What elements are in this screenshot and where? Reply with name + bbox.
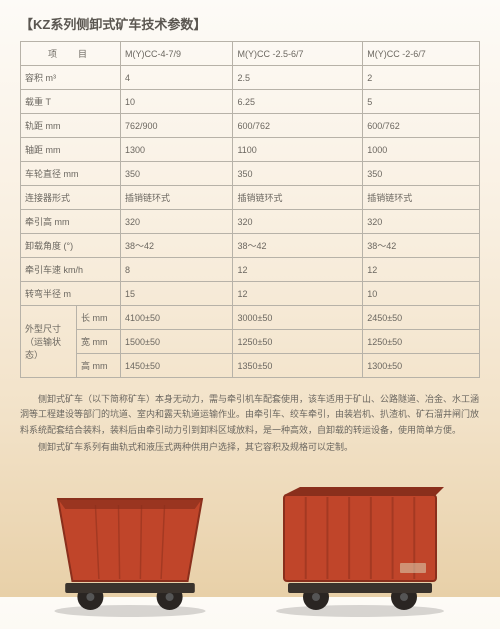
cell: 1450±50 <box>121 354 233 378</box>
cell: 插销链环式 <box>363 186 480 210</box>
cell: 38～42 <box>121 234 233 258</box>
cell: 600/762 <box>363 114 480 138</box>
row-label: 卸载角度 (°) <box>21 234 121 258</box>
header-model-1: M(Y)CC -2.5-6/7 <box>233 42 363 66</box>
cell: 350 <box>233 162 363 186</box>
cell: 15 <box>121 282 233 306</box>
row-label: 容积 m³ <box>21 66 121 90</box>
cell: 2450±50 <box>363 306 480 330</box>
cell: 4 <box>121 66 233 90</box>
row-label: 牵引高 mm <box>21 210 121 234</box>
cell: 插销链环式 <box>121 186 233 210</box>
cell: 320 <box>121 210 233 234</box>
cell: 12 <box>363 258 480 282</box>
section-title: 【KZ系列侧卸式矿车技术参数】 <box>20 14 480 33</box>
cell: 1250±50 <box>233 330 363 354</box>
cell: 10 <box>121 90 233 114</box>
cell: 3000±50 <box>233 306 363 330</box>
description-paragraph: 侧卸式矿车系列有曲轨式和液压式两种供用户选择，其它容积及规格可以定制。 <box>20 440 480 455</box>
row-label: 牵引车速 km/h <box>21 258 121 282</box>
cell: 12 <box>233 258 363 282</box>
spec-table: 项 目M(Y)CC-4-7/9M(Y)CC -2.5-6/7M(Y)CC -2-… <box>20 41 480 378</box>
row-label: 车轮直径 mm <box>21 162 121 186</box>
cell: 762/900 <box>121 114 233 138</box>
cell: 1500±50 <box>121 330 233 354</box>
header-model-0: M(Y)CC-4-7/9 <box>121 42 233 66</box>
dims-sub-label: 宽 mm <box>77 330 121 354</box>
description-paragraph: 侧卸式矿车（以下简称矿车）本身无动力，需与牵引机车配套使用，该车适用于矿山、公路… <box>20 392 480 438</box>
mining-cart-right <box>260 479 460 619</box>
cell: 1300 <box>121 138 233 162</box>
cell: 10 <box>363 282 480 306</box>
cell: 1300±50 <box>363 354 480 378</box>
row-label: 载重 T <box>21 90 121 114</box>
cell: 38～42 <box>233 234 363 258</box>
cell: 4100±50 <box>121 306 233 330</box>
row-label: 连接器形式 <box>21 186 121 210</box>
dims-group-label: 外型尺寸 （运输状态） <box>21 306 77 378</box>
header-item: 项 目 <box>21 42 121 66</box>
cell: 8 <box>121 258 233 282</box>
cell: 12 <box>233 282 363 306</box>
cell: 插销链环式 <box>233 186 363 210</box>
cell: 1250±50 <box>363 330 480 354</box>
cell: 1350±50 <box>233 354 363 378</box>
dims-sub-label: 长 mm <box>77 306 121 330</box>
cell: 320 <box>363 210 480 234</box>
row-label: 转弯半径 m <box>21 282 121 306</box>
description-block: 侧卸式矿车（以下简称矿车）本身无动力，需与牵引机车配套使用，该车适用于矿山、公路… <box>20 392 480 455</box>
row-label: 轨距 mm <box>21 114 121 138</box>
cell: 600/762 <box>233 114 363 138</box>
row-label: 轴距 mm <box>21 138 121 162</box>
dims-sub-label: 高 mm <box>77 354 121 378</box>
cell: 1000 <box>363 138 480 162</box>
mining-cart-left <box>40 479 220 619</box>
cell: 2 <box>363 66 480 90</box>
cell: 350 <box>363 162 480 186</box>
cell: 6.25 <box>233 90 363 114</box>
cell: 38～42 <box>363 234 480 258</box>
cell: 350 <box>121 162 233 186</box>
cell: 1100 <box>233 138 363 162</box>
cell: 320 <box>233 210 363 234</box>
cell: 2.5 <box>233 66 363 90</box>
cell: 5 <box>363 90 480 114</box>
header-model-2: M(Y)CC -2-6/7 <box>363 42 480 66</box>
